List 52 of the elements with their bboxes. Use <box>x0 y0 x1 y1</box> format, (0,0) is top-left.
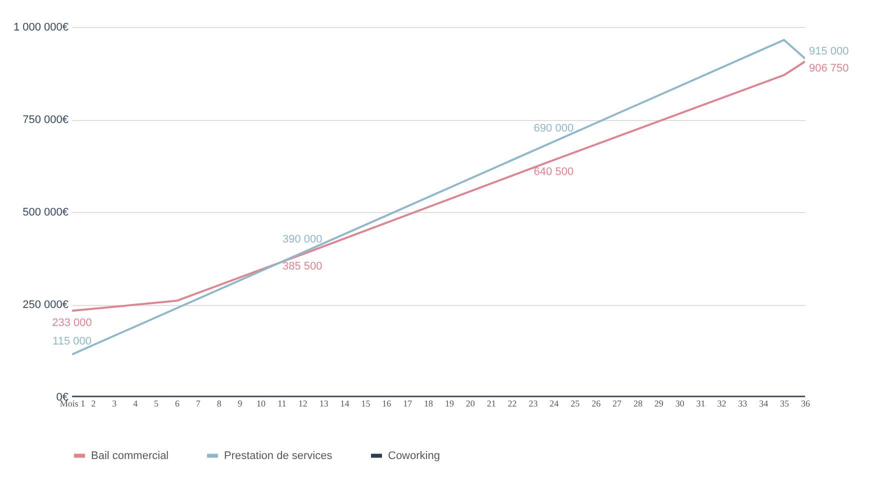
x-tick-label: 29 <box>654 398 664 408</box>
x-tick-label: 26 <box>592 398 602 408</box>
x-tick-label: 3 <box>112 398 118 408</box>
data-label: 640 500 <box>534 166 574 178</box>
y-tick-label: 1 000 000€ <box>13 22 68 34</box>
x-tick-label: 10 <box>256 398 266 408</box>
data-label: 385 500 <box>282 260 322 272</box>
data-label: 390 000 <box>282 234 322 246</box>
x-tick-label: 35 <box>780 398 790 408</box>
y-tick-label: 250 000€ <box>22 299 68 311</box>
x-tick-label: 13 <box>319 398 329 408</box>
data-label: 906 750 <box>809 62 849 75</box>
x-tick-label: 28 <box>633 398 643 408</box>
x-tick-label: 11 <box>278 398 286 408</box>
legend-label: Bail commercial <box>91 450 169 462</box>
x-tick-label: 20 <box>466 398 476 408</box>
x-tick-label: 8 <box>216 398 222 408</box>
x-tick-label: 9 <box>238 398 243 408</box>
x-tick-label: 7 <box>196 398 201 408</box>
x-tick-label: 12 <box>298 398 308 408</box>
x-tick-label: 17 <box>403 398 413 408</box>
x-tick-label: 15 <box>361 398 371 408</box>
line-series <box>72 60 805 312</box>
x-tick-label: 24 <box>550 398 560 408</box>
x-tick-label: 23 <box>528 398 538 408</box>
data-label: 915 000 <box>809 45 849 58</box>
data-label: 690 000 <box>534 122 574 135</box>
x-tick-label: 25 <box>570 398 580 408</box>
x-tick-label: 36 <box>801 398 810 408</box>
y-tick-label: 750 000€ <box>22 114 68 126</box>
y-tick-label: 500 000€ <box>22 206 68 218</box>
x-tick-label: 5 <box>154 398 160 408</box>
legend-label: Coworking <box>388 450 440 462</box>
x-tick-label: 2 <box>91 398 96 408</box>
legend-label: Prestation de services <box>224 450 333 462</box>
x-tick-label: 4 <box>133 398 138 408</box>
x-tick-label: 14 <box>340 398 350 408</box>
x-tick-label: 34 <box>759 398 769 408</box>
x-tick-label: 16 <box>382 398 392 408</box>
x-tick-label: 22 <box>508 398 517 408</box>
x-tick-label: 31 <box>696 398 706 408</box>
data-label: 115 000 <box>52 335 92 348</box>
x-tick-label: 21 <box>486 398 496 408</box>
x-tick-label: 18 <box>424 398 434 408</box>
x-tick-label: 19 <box>444 398 454 408</box>
data-label: 233 000 <box>52 316 92 329</box>
x-tick-label: 33 <box>738 398 748 408</box>
x-tick-label: 32 <box>717 398 726 408</box>
x-tick-label: 27 <box>612 398 622 408</box>
x-tick-label: 6 <box>174 398 180 408</box>
x-tick-label: 30 <box>675 398 685 408</box>
line-series <box>72 38 805 356</box>
